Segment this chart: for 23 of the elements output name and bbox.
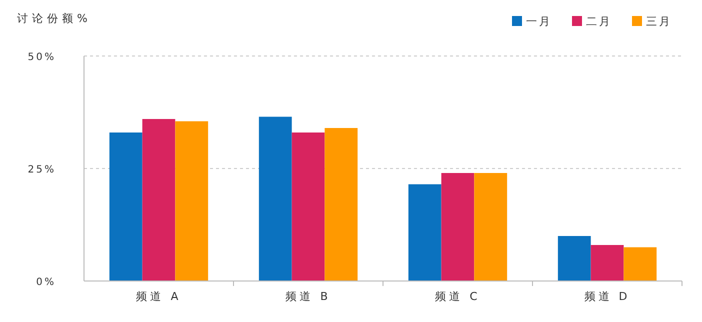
bar [408, 184, 442, 281]
bar [324, 128, 358, 281]
bar [258, 116, 292, 281]
bar [109, 132, 142, 281]
x-tick-label: 频道 D [584, 290, 630, 303]
legend-label: 三月 [646, 15, 672, 28]
y-tick-label: 0% [36, 277, 56, 288]
bar [292, 132, 325, 281]
x-tick-label: 频道 C [435, 290, 480, 303]
bar [441, 173, 474, 281]
x-tick-label: 频道 A [136, 290, 182, 303]
bar [590, 245, 624, 281]
bar [474, 173, 508, 281]
bar [558, 236, 591, 281]
bar [142, 119, 176, 281]
x-tick-label: 频道 B [286, 290, 331, 303]
y-tick-label: 50% [28, 52, 56, 63]
bar [175, 121, 208, 281]
legend-label: 二月 [586, 15, 612, 28]
legend-label: 一月 [526, 15, 552, 28]
bar [624, 247, 657, 281]
y-tick-label: 25% [28, 164, 56, 176]
chart-title: 讨论份额% [17, 12, 92, 25]
